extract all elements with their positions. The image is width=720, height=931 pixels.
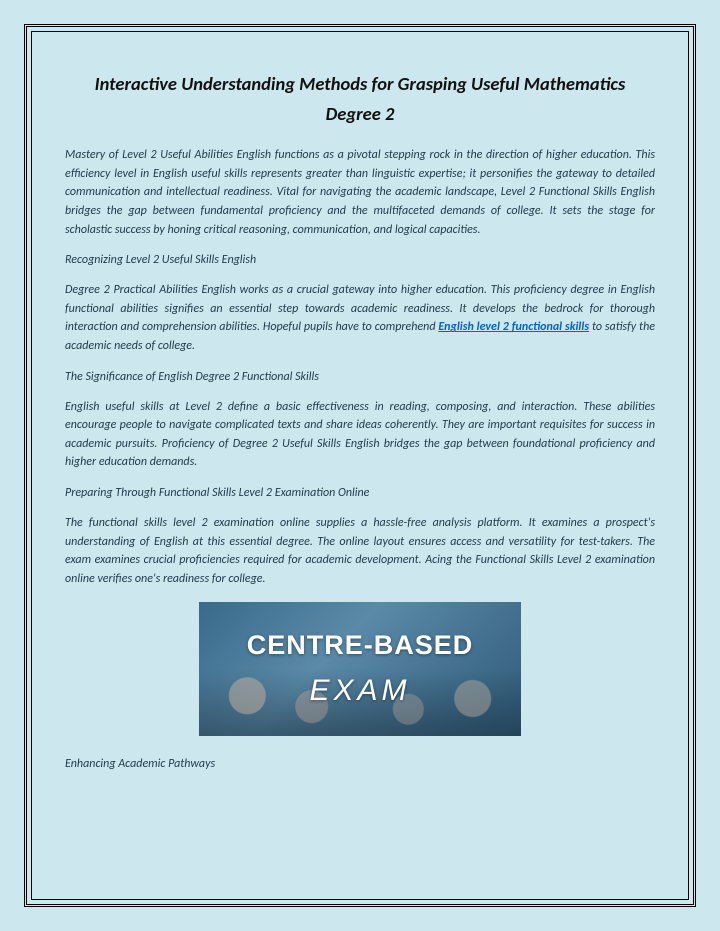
page-title: Interactive Understanding Methods for Gr… [65,69,655,128]
hero-line-2: EXAM [199,674,521,708]
paragraph-4: The functional skills level 2 examinatio… [65,514,655,588]
hero-banner: CENTRE-BASED EXAM [199,602,521,736]
document-page: Interactive Understanding Methods for Gr… [24,24,696,907]
section-heading-1: Recognizing Level 2 Useful Skills Englis… [65,253,655,267]
hero-line-1: CENTRE-BASED [199,630,521,661]
section-heading-3: Preparing Through Functional Skills Leve… [65,486,655,500]
paragraph-3: English useful skills at Level 2 define … [65,398,655,472]
section-heading-2: The Significance of English Degree 2 Fun… [65,370,655,384]
paragraph-2: Degree 2 Practical Abilities English wor… [65,281,655,355]
section-heading-4: Enhancing Academic Pathways [65,757,655,771]
hero-image-wrap: CENTRE-BASED EXAM [65,602,655,741]
intro-paragraph: Mastery of Level 2 Useful Abilities Engl… [65,146,655,239]
functional-skills-link[interactable]: English level 2 functional skills [438,320,589,334]
